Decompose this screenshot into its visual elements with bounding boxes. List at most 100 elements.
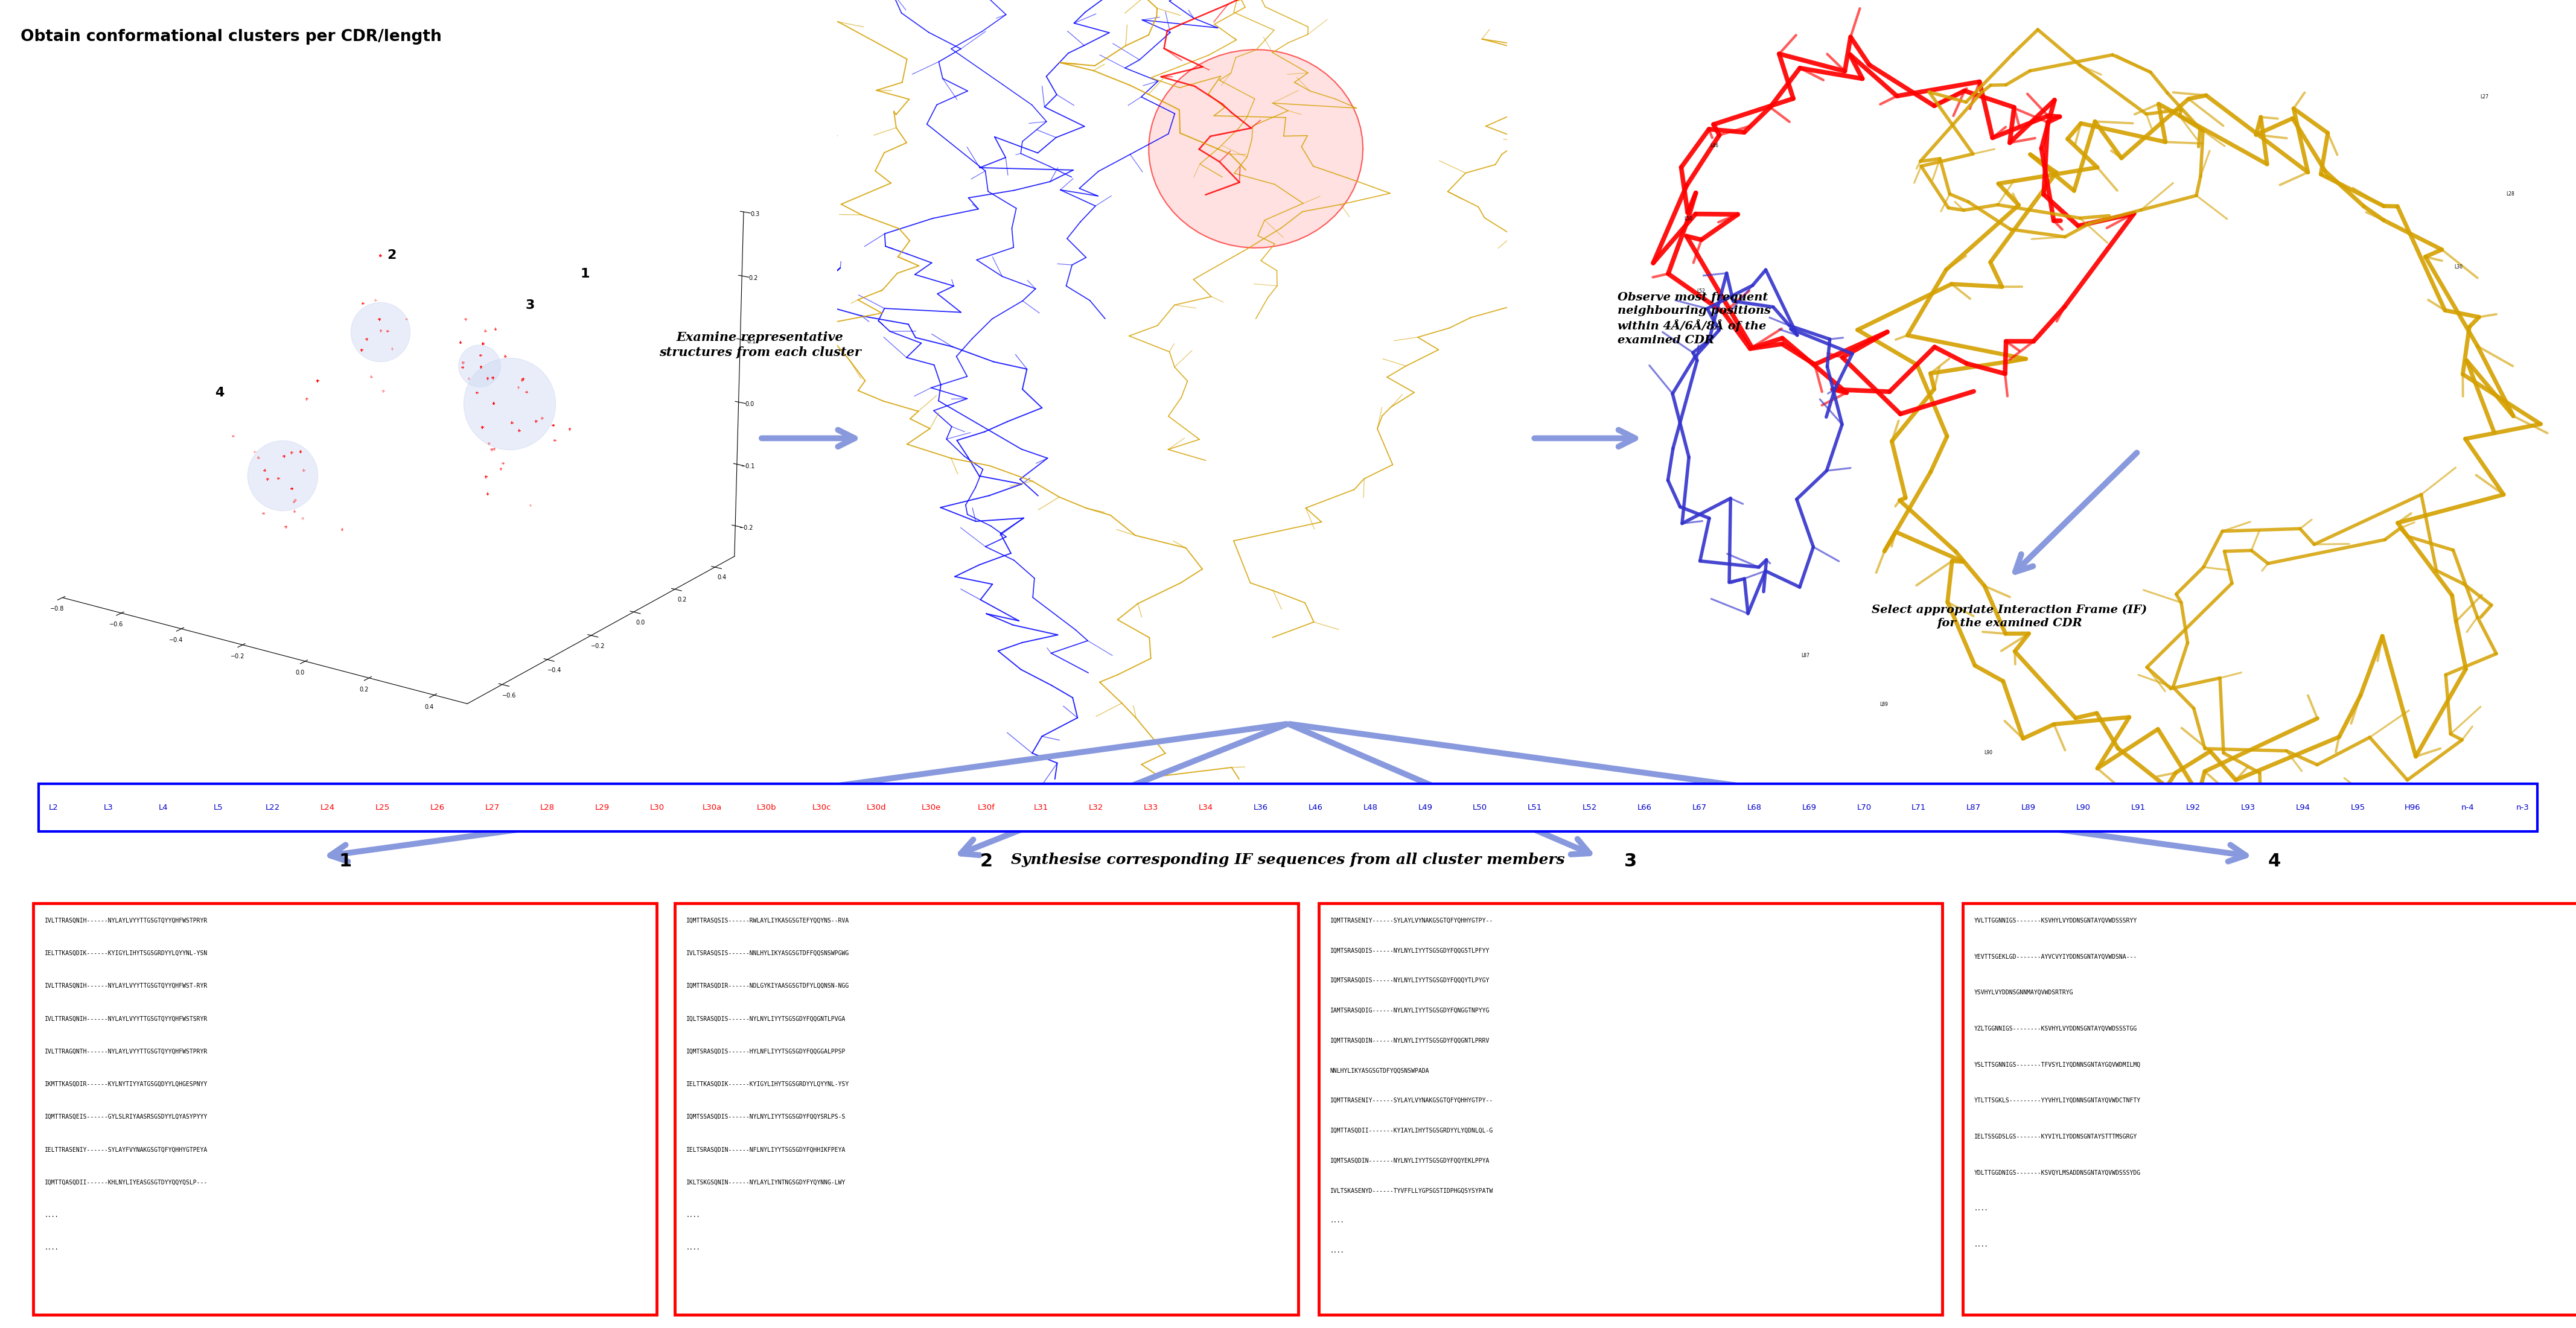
Text: IQMTTASQDII-------KYIAYLIHYTSGSGRDYYLYQDNLQL-G: IQMTTASQDII-------KYIAYLIHYTSGSGRDYYLYQD… — [1329, 1127, 1494, 1134]
Text: L87: L87 — [1801, 653, 1811, 659]
Text: ....: .... — [1329, 1247, 1345, 1254]
Text: L34: L34 — [1198, 803, 1213, 811]
Text: L50: L50 — [1685, 216, 1692, 222]
Text: L30f: L30f — [976, 803, 994, 811]
Text: L52: L52 — [1582, 803, 1597, 811]
Text: IELTTKASQDIK------KYIGYLIHYTSGSGRDYYLQYYNL-YSY: IELTTKASQDIK------KYIGYLIHYTSGSGRDYYLQYY… — [685, 1081, 850, 1088]
Text: IQMTTQASQDII------KHLNYLIYEASGSGTDYYQQYQSLP---: IQMTTQASQDII------KHLNYLIYEASGSGTDYYQQYQ… — [44, 1179, 209, 1186]
Text: YVLTTGGNNIGS-------KSVHYLVYDDNSGNTAYQVWDSSSRYY: YVLTTGGNNIGS-------KSVHYLVYDDNSGNTAYQVWD… — [1973, 918, 2138, 923]
Text: IQMTTRASENIY------SYLAYLVYNAKGSGTQFYQHHYGTPY--: IQMTTRASENIY------SYLAYLVYNAKGSGTQFYQHHY… — [1329, 1097, 1494, 1104]
Text: L30c: L30c — [811, 803, 832, 811]
Text: L2: L2 — [49, 803, 59, 811]
Text: YDLTTGGDNIGS-------KSVQYLMSADDNSGNTAYQVWDSSSYDG: YDLTTGGDNIGS-------KSVQYLMSADDNSGNTAYQVW… — [1973, 1170, 2141, 1175]
Text: L52: L52 — [1698, 288, 1705, 293]
Text: L32: L32 — [1090, 803, 1103, 811]
Text: IKMTTKASQDIR------KYLNYTIYYATGSGQDYYLQHGESPNYY: IKMTTKASQDIR------KYLNYTIYYATGSGQDYYLQHG… — [44, 1081, 209, 1088]
Text: ....: .... — [1973, 1242, 1989, 1248]
Text: YSLTTSGNNIGS-------TFVSYLIYQDNNSGNTAYGQVWDMILMQ: YSLTTSGNNIGS-------TFVSYLIYQDNNSGNTAYGQV… — [1973, 1061, 2141, 1068]
Text: L28: L28 — [2506, 191, 2514, 197]
Text: IQMTSRASQDIS------HYLNFLIYYTSGSGDYFQQGGALPPSP: IQMTSRASQDIS------HYLNFLIYYTSGSGDYFQQGGA… — [685, 1048, 845, 1054]
Text: L51: L51 — [1528, 803, 1543, 811]
Text: IQMTTRASQDIN------NYLNYLIYYTSGSGDYFQQGNTLPRRV: IQMTTRASQDIN------NYLNYLIYYTSGSGDYFQQGNT… — [1329, 1037, 1489, 1044]
Text: IQMTSRASQDIS------NYLNYLIYYTSGSGDYFQQGSTLPFYY: IQMTSRASQDIS------NYLNYLIYYTSGSGDYFQQGST… — [1329, 947, 1489, 954]
Text: ....: .... — [685, 1212, 701, 1218]
Text: L90: L90 — [2076, 803, 2092, 811]
Text: L92: L92 — [2187, 803, 2200, 811]
Text: Examine representative
structures from each cluster: Examine representative structures from e… — [659, 332, 860, 359]
Text: L91: L91 — [2130, 803, 2146, 811]
FancyBboxPatch shape — [675, 903, 1298, 1315]
Text: L30: L30 — [649, 803, 665, 811]
Text: IQMTSSASQDIS------NYLNYLIYYTSGSGDYFQQYSRLPS-S: IQMTSSASQDIS------NYLNYLIYYTSGSGDYFQQYSR… — [685, 1114, 845, 1120]
Text: IELTSSGDSLGS-------KYVIYLIYDDNSGNTAYSTTTMSGRGY: IELTSSGDSLGS-------KYVIYLIYDDNSGNTAYSTTT… — [1973, 1134, 2138, 1139]
Text: 4: 4 — [2269, 853, 2280, 870]
Text: L33: L33 — [1144, 803, 1159, 811]
Text: L70: L70 — [1857, 803, 1870, 811]
Text: Select appropriate Interaction Frame (IF)
for the examined CDR: Select appropriate Interaction Frame (IF… — [1873, 604, 2146, 628]
Text: IQLTSRASQDIS------NYLNYLIYYTSGSGDYFQQGNTLPVGA: IQLTSRASQDIS------NYLNYLIYYTSGSGDYFQQGNT… — [685, 1016, 845, 1021]
Text: L31: L31 — [1033, 803, 1048, 811]
Text: IQMTTRASQEIS------GYLSLRIYAASRSGSDYYLQYASYPYYY: IQMTTRASQEIS------GYLSLRIYAASRSGSDYYLQYA… — [44, 1114, 209, 1120]
Text: NNLHYLIKYASGSGTDFYQQSNSWPADA: NNLHYLIKYASGSGTDFYQQSNSWPADA — [1329, 1068, 1430, 1073]
Text: IVLTTRASQNIH------NYLAYLVYYTTGSGTQYYQHFWSTSRYR: IVLTTRASQNIH------NYLAYLVYYTTGSGTQYYQHFW… — [44, 1016, 209, 1021]
Text: L30b: L30b — [757, 803, 775, 811]
Text: ....: .... — [44, 1244, 59, 1251]
Text: Observe most frequent
neighbouring positions
within 4Å/6Å/8Å of the
examined CDR: Observe most frequent neighbouring posit… — [1618, 292, 1772, 345]
Text: n-3: n-3 — [2517, 803, 2530, 811]
Text: L46: L46 — [1309, 803, 1321, 811]
Text: 3: 3 — [1625, 853, 1636, 870]
Text: IQMTSRASQDIS------NYLNYLIYYTSGSGDYFQQQYTLPYGY: IQMTSRASQDIS------NYLNYLIYYTSGSGDYFQQQYT… — [1329, 977, 1489, 984]
Text: IQMTSASQDIN-------NYLNYLIYYTSGSGDYFQQYEKLPPYA: IQMTSASQDIN-------NYLNYLIYYTSGSGDYFQQYEK… — [1329, 1158, 1489, 1163]
Text: Obtain conformational clusters per CDR/length: Obtain conformational clusters per CDR/l… — [21, 29, 440, 45]
Text: L46: L46 — [1710, 143, 1718, 149]
Text: L27: L27 — [2481, 94, 2488, 100]
Text: L22: L22 — [265, 803, 281, 811]
Text: IVLTTRASQNIH------NYLAYLVYYTTGSGTQYYQHFWSTPRYR: IVLTTRASQNIH------NYLAYLVYYTTGSGTQYYQHFW… — [44, 918, 209, 923]
FancyBboxPatch shape — [1963, 903, 2576, 1315]
Text: L4: L4 — [160, 803, 167, 811]
Text: L89: L89 — [2022, 803, 2035, 811]
Text: L30a: L30a — [703, 803, 721, 811]
Text: ....: .... — [1329, 1218, 1345, 1223]
Text: L66: L66 — [1638, 803, 1651, 811]
Text: YTLTTSGKLS---------YYVHYLIYQDNNSGNTAYQVWDCTNFTY: YTLTTSGKLS---------YYVHYLIYQDNNSGNTAYQVW… — [1973, 1097, 2141, 1104]
Polygon shape — [1149, 49, 1363, 248]
FancyBboxPatch shape — [1319, 903, 1942, 1315]
Text: IKLTSKGSQNIN------NYLAYLIYNTNGSGDYFYQYNNG-LWY: IKLTSKGSQNIN------NYLAYLIYNTNGSGDYFYQYNN… — [685, 1179, 845, 1186]
Text: YZLTGGNNIGS--------KSVHYLVYDDNSGNTAYQVWDSSSTGG: YZLTGGNNIGS--------KSVHYLVYDDNSGNTAYQVWD… — [1973, 1025, 2138, 1032]
Text: IQMTTRASQSIS------RWLAYLIYKASGSGTEFYQQYNS--RVA: IQMTTRASQSIS------RWLAYLIYKASGSGTEFYQQYN… — [685, 918, 850, 923]
Text: L28: L28 — [541, 803, 554, 811]
Text: L25: L25 — [376, 803, 389, 811]
Text: L90: L90 — [1984, 750, 1994, 756]
Text: 2: 2 — [981, 853, 992, 870]
Text: IELTTRASENIY------SYLAYFVYNAKGSGTQFYQHHYGTPEYA: IELTTRASENIY------SYLAYFVYNAKGSGTQFYQHHY… — [44, 1146, 209, 1153]
Text: L71: L71 — [1911, 803, 1927, 811]
Text: L27: L27 — [484, 803, 500, 811]
Text: L87: L87 — [1965, 803, 1981, 811]
Text: L30d: L30d — [866, 803, 886, 811]
Text: IAMTSRASQDIG------NYLNYLIYYTSGSGDYFQNGGTNPYYG: IAMTSRASQDIG------NYLNYLIYYTSGSGDYFQNGGT… — [1329, 1008, 1489, 1013]
Text: ....: .... — [1973, 1206, 1989, 1211]
Text: YEVTTSGEKLGD-------AYVCVYIYDDNSGNTAYQVWDSNA---: YEVTTSGEKLGD-------AYVCVYIYDDNSGNTAYQVWD… — [1973, 954, 2138, 960]
Text: 1: 1 — [340, 853, 350, 870]
Text: IVLTSKASENYD------TYVFFLLYGPSGSTIDPHGQSYSYPATW: IVLTSKASENYD------TYVFFLLYGPSGSTIDPHGQSY… — [1329, 1187, 1494, 1194]
Text: L24: L24 — [319, 803, 335, 811]
Text: IQMTTRASQDIR------NDLGYKIYAASGSGTDFYLQQNSN-NGG: IQMTTRASQDIR------NDLGYKIYAASGSGTDFYLQQN… — [685, 983, 850, 989]
Text: L94: L94 — [2295, 803, 2311, 811]
Text: L29: L29 — [595, 803, 611, 811]
Text: L5: L5 — [214, 803, 224, 811]
Text: IVLTTRASQNIH------NYLAYLVYYTTGSGTQYYQHFWST-RYR: IVLTTRASQNIH------NYLAYLVYYTTGSGTQYYQHFW… — [44, 983, 209, 989]
Text: n-4: n-4 — [2460, 803, 2473, 811]
Text: L50: L50 — [1473, 803, 1486, 811]
Text: L26: L26 — [430, 803, 446, 811]
FancyBboxPatch shape — [33, 903, 657, 1315]
Text: L36: L36 — [1255, 803, 1267, 811]
Text: IELTTKASQDIK------KYIGYLIHYTSGSGRDYYLQYYNL-YSN: IELTTKASQDIK------KYIGYLIHYTSGSGRDYYLQYY… — [44, 951, 209, 956]
FancyBboxPatch shape — [39, 784, 2537, 831]
Text: L48: L48 — [1363, 803, 1378, 811]
Text: IELTSRASQDIN------NFLNYLIYYTSGSGDYFQHHIKFPEYA: IELTSRASQDIN------NFLNYLIYYTSGSGDYFQHHIK… — [685, 1146, 845, 1153]
Text: L95: L95 — [2349, 803, 2365, 811]
Text: IVLTTRAGQNTH------NYLAYLVYYTTGSGTQYYQHFWSTPRYR: IVLTTRAGQNTH------NYLAYLVYYTTGSGTQYYQHFW… — [44, 1048, 209, 1054]
Text: L68: L68 — [1747, 803, 1762, 811]
Text: L30: L30 — [2455, 264, 2463, 270]
